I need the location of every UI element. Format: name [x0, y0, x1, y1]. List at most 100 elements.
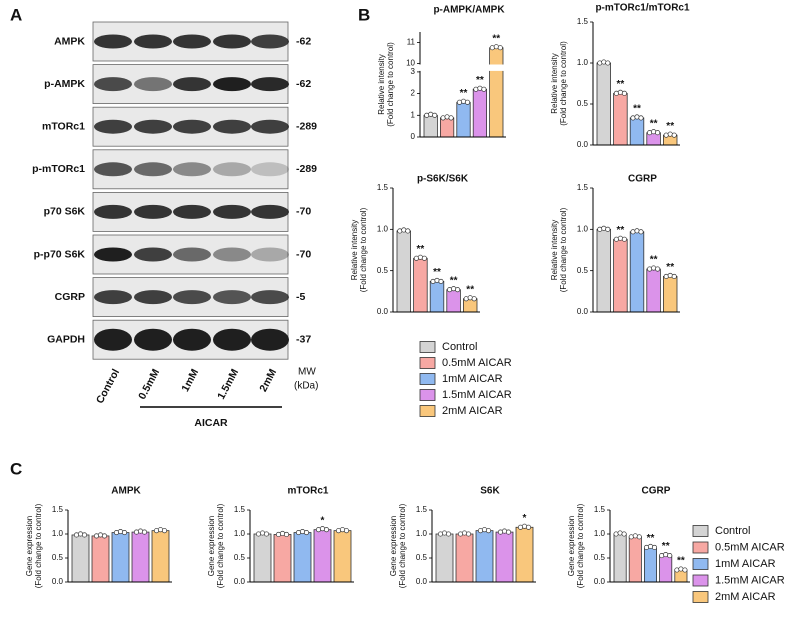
- chart-title: mTORc1: [288, 486, 329, 497]
- blot-band: [251, 34, 289, 49]
- data-dot: [432, 112, 438, 118]
- y-tick-label: 0.5: [594, 553, 606, 562]
- y-axis-label: Gene expression: [567, 516, 576, 576]
- data-dot: [263, 531, 270, 537]
- y-tick-label: 1.5: [377, 183, 389, 192]
- y-axis-label: Relative intensity: [350, 220, 359, 280]
- y-tick-label: 1.5: [52, 505, 64, 514]
- blot-band: [134, 247, 172, 262]
- y-axis-label: (Fold change to control): [216, 503, 225, 588]
- significance: **: [666, 262, 674, 273]
- bar: [91, 535, 110, 583]
- y-tick-label: 0.0: [577, 140, 589, 149]
- significance: **: [476, 75, 484, 86]
- legend-swatch: [419, 357, 436, 369]
- bar: [495, 531, 514, 583]
- significance: **: [450, 275, 458, 286]
- data-dot: [621, 236, 627, 242]
- blot-band: [251, 290, 289, 305]
- blot-row-label: p-p70 S6K: [34, 248, 86, 260]
- blot-band: [173, 119, 211, 134]
- blot-band: [251, 77, 289, 92]
- legend-swatch: [692, 558, 709, 570]
- blot-band: [173, 328, 211, 351]
- blot-row-label: p-mTORc1: [32, 163, 85, 175]
- chart-title: AMPK: [111, 486, 141, 497]
- significance: *: [321, 515, 325, 526]
- y-axis-label: (Fold change to control): [576, 503, 585, 588]
- y-tick-label: 0.0: [234, 577, 246, 586]
- data-dot: [682, 567, 688, 573]
- data-dot: [485, 528, 492, 534]
- data-dot: [471, 296, 477, 302]
- y-tick-label: 2: [411, 89, 416, 98]
- blot-row-label: p-AMPK: [44, 78, 85, 90]
- y-axis-label: Gene expression: [389, 516, 398, 576]
- data-dot: [497, 45, 503, 51]
- y-axis-label: (Fold change to control): [559, 41, 568, 126]
- y-tick-label: 0.5: [577, 266, 589, 275]
- legend-label: 2mM AICAR: [715, 591, 776, 603]
- data-dot: [141, 529, 148, 535]
- data-dot: [455, 287, 461, 293]
- y-tick-label: 10: [406, 59, 415, 68]
- axis-break: [419, 64, 507, 71]
- y-tick-label: 3: [411, 67, 416, 76]
- data-dot: [421, 255, 427, 261]
- blot-mw: -70: [296, 248, 311, 260]
- y-tick-label: 0.5: [234, 553, 246, 562]
- blot-mw: -62: [296, 35, 311, 47]
- legend-label: 1.5mM AICAR: [442, 389, 512, 401]
- lane-label: 0.5mM: [136, 367, 162, 402]
- data-dot: [525, 524, 532, 530]
- legend-swatch: [692, 541, 709, 554]
- lane-label: 2mM: [257, 367, 279, 394]
- data-dot: [438, 278, 444, 284]
- blot-band: [251, 328, 289, 351]
- blot-band: [94, 290, 132, 305]
- data-dot: [605, 226, 611, 232]
- y-tick-label: 0.0: [577, 307, 589, 316]
- data-dot: [621, 531, 627, 537]
- significance: **: [492, 33, 500, 44]
- data-dot: [638, 115, 644, 121]
- y-axis-label: (Fold change to control): [559, 207, 568, 292]
- y-tick-label: 0: [411, 132, 416, 141]
- blot-band: [94, 34, 132, 49]
- y-tick-label: 0.0: [377, 307, 389, 316]
- data-dot: [405, 228, 411, 234]
- bar: [396, 230, 412, 313]
- treatment-label: AICAR: [194, 417, 228, 429]
- lane-label: 1mM: [179, 367, 201, 394]
- y-axis-label: (Fold change to control): [398, 503, 407, 588]
- bar: [253, 533, 272, 583]
- y-tick-label: 1.5: [594, 505, 606, 514]
- y-tick-label: 1.0: [234, 529, 246, 538]
- legend-label: 1mM AICAR: [442, 373, 503, 385]
- significance: **: [650, 118, 658, 129]
- y-tick-label: 1.0: [52, 529, 64, 538]
- legend-label: Control: [715, 525, 750, 537]
- bar: [489, 47, 504, 138]
- data-dot: [651, 544, 658, 550]
- legend-label: 0.5mM AICAR: [442, 357, 512, 369]
- bar: [456, 101, 471, 138]
- legend-swatch: [692, 574, 709, 587]
- data-dot: [655, 130, 661, 136]
- blot-band: [213, 247, 251, 262]
- blot-band: [94, 328, 132, 351]
- significance: **: [662, 541, 670, 552]
- bar: [472, 88, 488, 138]
- y-tick-label: 1: [411, 110, 416, 119]
- bar: [293, 532, 312, 583]
- data-dot: [101, 533, 108, 539]
- blot-band: [173, 162, 211, 177]
- chart-title: p-AMPK/AMPK: [433, 5, 505, 16]
- significance: *: [523, 513, 527, 524]
- blot-band: [94, 77, 132, 92]
- data-dot: [343, 528, 350, 534]
- mw-header: MW: [298, 367, 316, 378]
- bar: [429, 281, 445, 313]
- panel-label: C: [10, 459, 22, 478]
- blot-row-label: AMPK: [54, 35, 85, 47]
